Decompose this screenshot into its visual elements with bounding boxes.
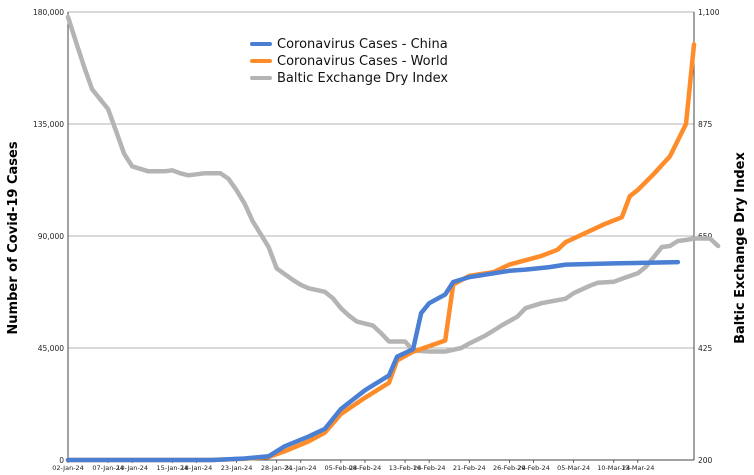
x-tick-label: 16-Feb-24 bbox=[413, 464, 446, 472]
y-tick-label: 180,000 bbox=[33, 8, 64, 17]
series-lines bbox=[65, 14, 721, 463]
series-line-coronavirus-cases-world bbox=[65, 42, 697, 463]
y2-tick-label: 425 bbox=[698, 344, 713, 353]
y2-tick-label: 200 bbox=[698, 456, 713, 465]
legend: Coronavirus Cases - China Coronavirus Cas… bbox=[250, 37, 448, 86]
x-tick-label: 13-Feb-24 bbox=[389, 464, 422, 472]
legend-label: Coronavirus Cases - World bbox=[277, 54, 448, 69]
legend-label: Coronavirus Cases - China bbox=[277, 37, 448, 52]
x-tick-label: 29-Feb-24 bbox=[517, 464, 550, 472]
left-axis-ticks: 0 45,000 90,000 135,000 180,000 bbox=[33, 8, 64, 465]
x-tick-label: 08-Feb-24 bbox=[349, 464, 382, 472]
y2-tick-label: 875 bbox=[698, 120, 713, 129]
x-tick-label: 28-Jan-24 bbox=[261, 464, 293, 472]
series-line-coronavirus-cases-china bbox=[65, 259, 681, 463]
x-tick-label: 07-Jan-24 bbox=[92, 464, 124, 472]
y-tick-label: 90,000 bbox=[38, 232, 64, 241]
x-tick-label: 15-Jan-24 bbox=[157, 464, 189, 472]
y2-tick-label: 1,100 bbox=[698, 8, 720, 17]
x-tick-label: 21-Feb-24 bbox=[453, 464, 486, 472]
x-tick-label: 23-Jan-24 bbox=[221, 464, 253, 472]
x-tick-label: 26-Feb-24 bbox=[493, 464, 526, 472]
legend-label: Baltic Exchange Dry Index bbox=[277, 71, 448, 86]
y-tick-label: 0 bbox=[59, 456, 64, 465]
x-tick-label: 10-Mar-24 bbox=[597, 464, 630, 472]
y-axis-title: Number of Covid-19 Cases bbox=[6, 141, 21, 334]
series-line-baltic-exchange-dry-index bbox=[65, 14, 721, 354]
x-tick-label: 05-Feb-24 bbox=[324, 464, 357, 472]
x-tick-label: 18-Jan-24 bbox=[181, 464, 213, 472]
x-tick-label: 10-Jan-24 bbox=[116, 464, 148, 472]
y2-axis-title: Baltic Exchange Dry Index bbox=[733, 152, 748, 344]
x-tick-label: 05-Mar-24 bbox=[557, 464, 590, 472]
y-tick-label: 135,000 bbox=[33, 120, 64, 129]
x-tick-label: 02-Jan-24 bbox=[52, 464, 84, 472]
y-tick-label: 45,000 bbox=[38, 344, 64, 353]
x-tick-label: 31-Jan-24 bbox=[285, 464, 317, 472]
x-tick-label: 13-Mar-24 bbox=[621, 464, 654, 472]
